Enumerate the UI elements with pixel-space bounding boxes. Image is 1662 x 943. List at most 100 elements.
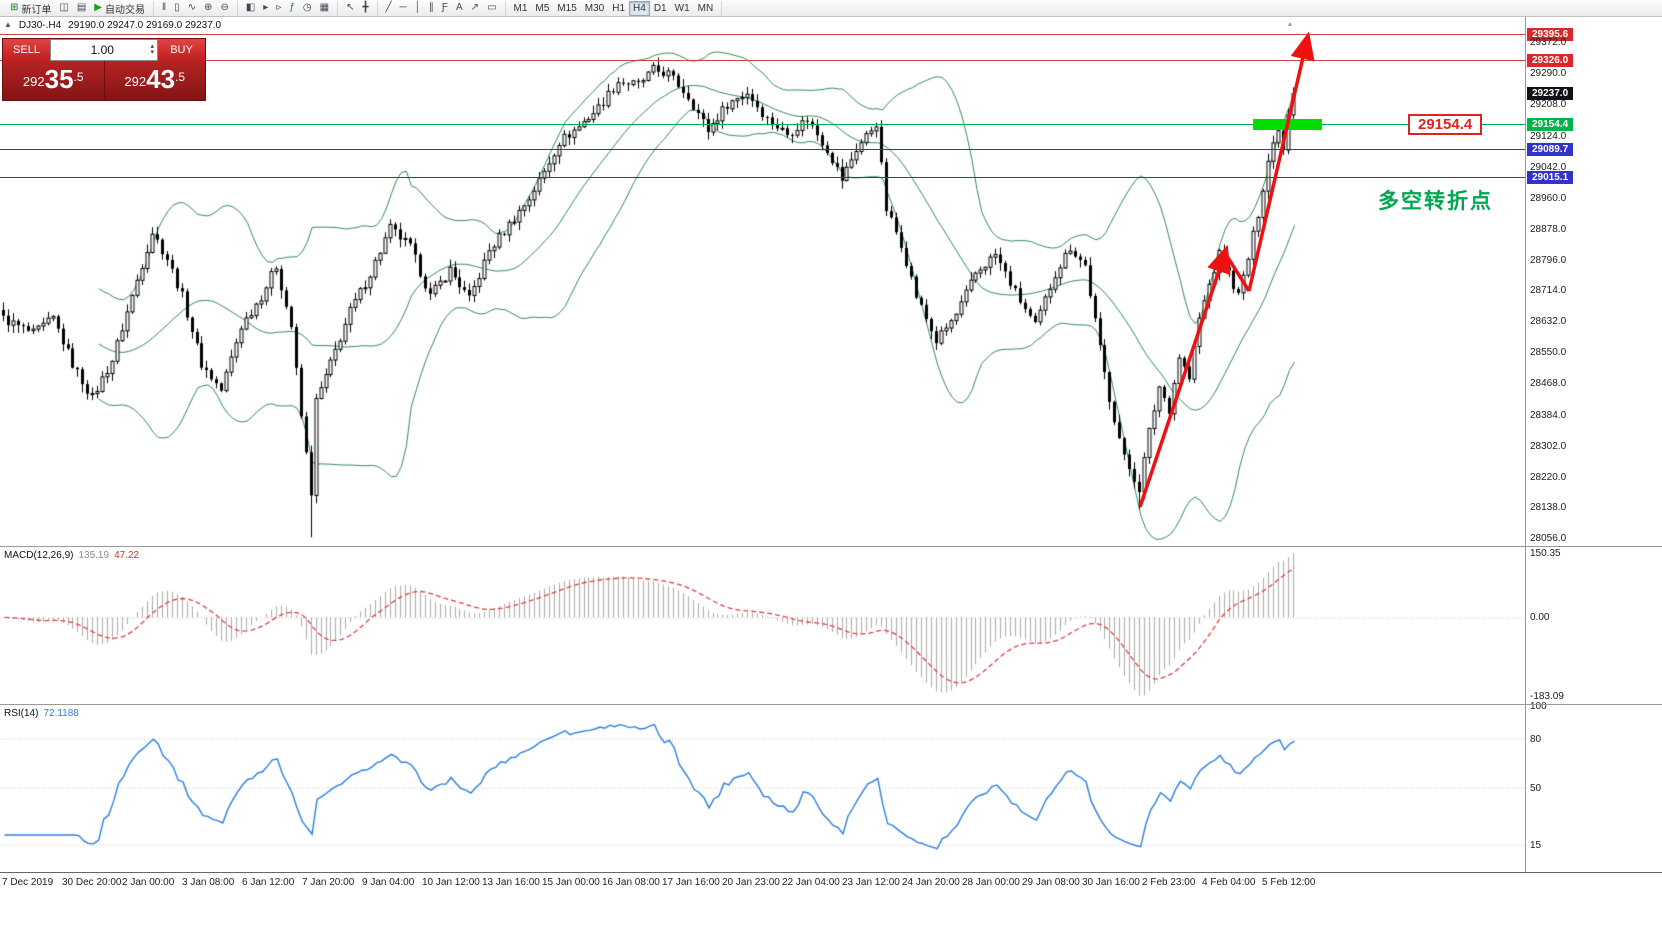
line-chart-button-icon: ∿ [187, 2, 197, 13]
time-label-10: 16 Jan 08:00 [602, 877, 660, 888]
tf-m5-button-label: M5 [535, 2, 550, 14]
market-watch-button[interactable]: ▤ [73, 1, 90, 16]
time-label-17: 29 Jan 08:00 [1022, 877, 1080, 888]
templates-button-icon: ▦ [319, 2, 330, 13]
zoom-in-button[interactable]: ⊕ [200, 1, 216, 16]
tf-m1-button[interactable]: M1 [510, 1, 532, 16]
collapse-panel-icon[interactable]: ▲ [4, 20, 12, 29]
chart-shift-button[interactable]: ▹ [272, 1, 285, 16]
price-axis-label-28220.0: 28220.0 [1530, 471, 1567, 483]
zoom-out-button[interactable]: ⊖ [216, 1, 232, 16]
resistance-line-29395[interactable] [0, 33, 1525, 35]
tf-h1-button[interactable]: H1 [608, 1, 629, 16]
symbol-name: DJ30-.H4 [18, 20, 62, 31]
bar-chart-button[interactable]: ‖ [158, 1, 170, 16]
chart-window-button[interactable]: ◫ [55, 1, 72, 16]
trade-group: ⊞ 新订单 ◫ ▤ ▶ 自动交易 [2, 0, 154, 16]
tile-windows-button[interactable]: ◧ [242, 1, 259, 16]
zoom-out-button-icon: ⊖ [220, 2, 229, 13]
price-axis-label-28056.0: 28056.0 [1530, 533, 1567, 545]
rsi-axis-label-80: 80 [1530, 733, 1542, 745]
trendline-button[interactable]: ╱ [382, 1, 396, 16]
sell-price[interactable]: 292 35.5 [3, 61, 104, 100]
new-order-button[interactable]: ⊞ 新订单 [6, 1, 55, 16]
fibonacci-button[interactable]: Ƒ [438, 1, 452, 16]
rsi-name: RSI(14) [4, 708, 39, 719]
sell-button[interactable]: SELL [3, 39, 50, 61]
line-chart-button[interactable]: ∿ [184, 1, 200, 16]
panel-separator[interactable] [0, 704, 1662, 705]
macd-axis-label--183.09: -183.09 [1530, 690, 1564, 702]
tf-w1-button[interactable]: W1 [671, 1, 694, 16]
time-axis[interactable]: 7 Dec 2019 30 Dec 20:00 2 Jan 00:00 3 Jan 0… [0, 873, 1662, 943]
crosshair-button[interactable]: ╋ [358, 1, 372, 16]
price-annotation-label[interactable]: 29154.4 [1408, 113, 1483, 135]
macd-axis-label-0.00: 0.00 [1530, 612, 1550, 624]
shapes-button[interactable]: ▭ [483, 1, 500, 16]
auto-scroll-button-icon: ▸ [263, 2, 269, 13]
trend-arrow-segment[interactable] [1247, 31, 1315, 292]
trend-arrows[interactable] [0, 17, 1525, 546]
volume-input[interactable]: 1.00 ▴ ▾ [50, 39, 158, 61]
time-label-6: 9 Jan 04:00 [362, 877, 415, 888]
rsi-panel: RSI(14) 72.1188 [0, 705, 1525, 872]
resistance-line-29326[interactable] [0, 59, 1525, 61]
autotrading-button[interactable]: ▶ 自动交易 [90, 1, 149, 16]
time-label-5: 7 Jan 20:00 [302, 877, 355, 888]
trend-arrow-segment[interactable] [1138, 244, 1231, 508]
buy-button[interactable]: BUY [158, 39, 205, 61]
indicators-button-icon: ƒ [289, 2, 295, 13]
vertical-line-button[interactable]: │ [411, 1, 425, 16]
trendline-button-icon: ╱ [385, 2, 392, 13]
volume-down-icon[interactable]: ▾ [150, 49, 154, 56]
trend-arrow-segment[interactable] [1223, 252, 1251, 292]
time-label-8: 13 Jan 16:00 [482, 877, 540, 888]
pivot-line-29154[interactable] [0, 124, 1525, 126]
chart-shift-button-icon: ▹ [276, 2, 282, 13]
support-line-29015[interactable] [0, 176, 1525, 178]
one-click-trade-panel: SELL 1.00 ▴ ▾ BUY 292 35.5 292 43.5 [2, 38, 206, 101]
turning-point-note[interactable]: 多空转折点 [1378, 190, 1493, 213]
tf-m15-button[interactable]: M15 [553, 1, 580, 16]
macd-main-value: 135.19 [78, 550, 110, 561]
support-line-29089[interactable] [0, 148, 1525, 150]
tf-mn-button[interactable]: MN [694, 1, 718, 16]
price-axis-label-29208.0: 29208.0 [1530, 99, 1567, 111]
time-label-20: 4 Feb 04:00 [1202, 877, 1256, 888]
window-group: ◧ ▸ ▹ ƒ ◷ ▦ [238, 0, 339, 16]
price-axis-label-29154.4: 29154.4 [1527, 118, 1574, 132]
tf-m5-button[interactable]: M5 [531, 1, 553, 16]
panel-separator[interactable] [0, 872, 1662, 873]
rsi-canvas[interactable] [0, 706, 1525, 869]
buy-price-big: 43 [146, 64, 176, 94]
bar-chart-button-icon: ‖ [162, 2, 167, 13]
volume-spinner[interactable]: ▴ ▾ [150, 43, 154, 56]
time-label-11: 17 Jan 16:00 [662, 877, 720, 888]
templates-button[interactable]: ▦ [316, 1, 333, 16]
price-canvas[interactable] [0, 17, 1525, 546]
tf-m30-button[interactable]: M30 [581, 1, 608, 16]
periods-button[interactable]: ◷ [299, 1, 316, 16]
indicators-button[interactable]: ƒ [285, 1, 299, 16]
buy-price[interactable]: 292 43.5 [103, 61, 206, 100]
time-label-7: 10 Jan 12:00 [422, 877, 480, 888]
volume-up-icon[interactable]: ▴ [150, 43, 154, 50]
time-label-2: 2 Jan 00:00 [122, 877, 175, 888]
channel-button[interactable]: ∥ [425, 1, 438, 16]
price-axis[interactable]: 29395.6 29372.0 29326.0 29290.0 29237.0 29208… [1525, 17, 1662, 872]
candlestick-chart-button[interactable]: ▯ [170, 1, 184, 16]
time-label-13: 22 Jan 04:00 [782, 877, 840, 888]
text-button[interactable]: A [452, 1, 467, 16]
horizontal-line-button[interactable]: ─ [396, 1, 411, 16]
cursor-button[interactable]: ↖ [342, 1, 358, 16]
arrow-object-button[interactable]: ↗ [467, 1, 483, 16]
tf-h4-button[interactable]: H4 [629, 0, 650, 16]
price-axis-label-28796.0: 28796.0 [1530, 254, 1567, 266]
panel-separator[interactable] [0, 546, 1662, 547]
channel-button-icon: ∥ [428, 2, 434, 13]
auto-scroll-button[interactable]: ▸ [259, 1, 272, 16]
tf-d1-button[interactable]: D1 [650, 1, 671, 16]
macd-canvas[interactable] [0, 548, 1525, 702]
chart-shift-marker[interactable]: ▴ [1288, 19, 1293, 28]
